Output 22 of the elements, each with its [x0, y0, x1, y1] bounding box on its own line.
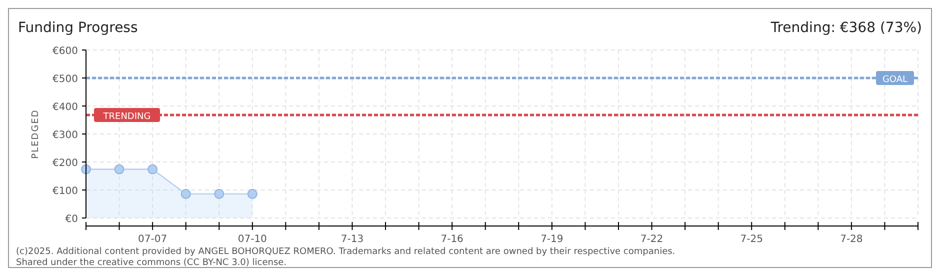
x-tick-label: 7-25: [740, 234, 763, 245]
y-axis-title: PLEDGED: [31, 109, 41, 159]
text: (c)2025. Additional content provided by ANGEL BOHORQUEZ ROMERO. Trademarks and related content are owned by their respective companies.: [16, 247, 676, 257]
ref-line-label: TRENDING: [102, 112, 151, 122]
y-tick-label: €500: [52, 74, 78, 85]
x-tick-label: 07-10: [238, 234, 267, 245]
chart-title: Funding Progress: [18, 20, 138, 36]
x-tick-label: 7-22: [640, 234, 664, 245]
x-tick-label: 7-28: [840, 234, 863, 245]
y-tick-label: €100: [52, 186, 78, 197]
y-tick-label: €200: [52, 158, 78, 169]
x-tick-label: 7-16: [440, 234, 464, 245]
text: Shared under the creative commons (CC BY-NC 3.0) license.: [16, 258, 287, 268]
ref-line-label: GOAL: [882, 75, 908, 85]
x-tick-label: 7-19: [540, 234, 564, 245]
y-tick-label: €600: [52, 46, 78, 57]
x-tick-label: 07-07: [138, 234, 168, 245]
y-tick-label: €300: [52, 130, 78, 141]
x-tick-label: 7-13: [340, 234, 364, 245]
y-tick-label: €400: [52, 102, 78, 113]
chart-subtitle: Trending: €368 (73%): [770, 20, 922, 36]
y-tick-label: €0: [65, 214, 78, 225]
